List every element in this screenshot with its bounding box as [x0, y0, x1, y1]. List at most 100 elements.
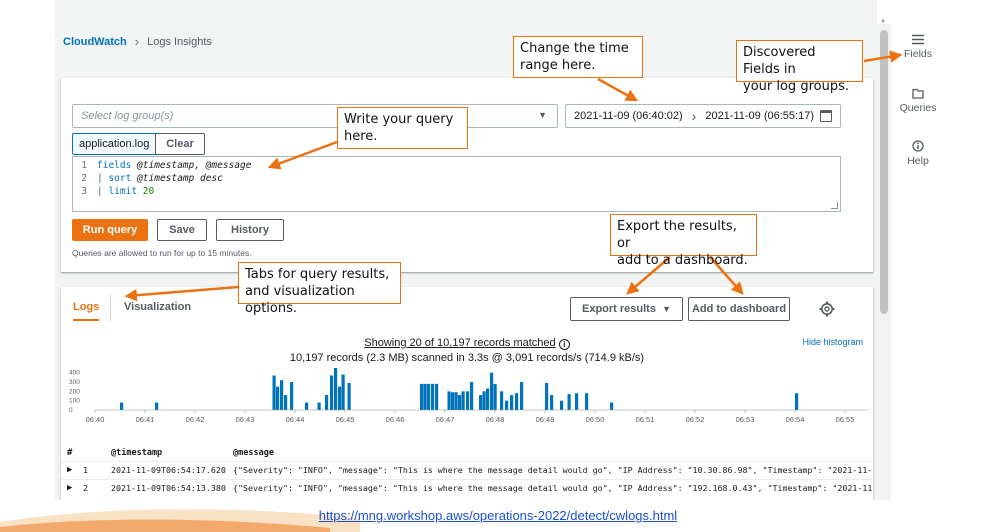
add-to-dashboard-button[interactable]: Add to dashboard — [688, 297, 790, 321]
breadcrumb-cloudwatch-link[interactable]: CloudWatch — [63, 35, 127, 48]
histogram-bar[interactable] — [305, 402, 309, 410]
histogram-bar[interactable] — [795, 393, 799, 410]
histogram-bar[interactable] — [330, 375, 334, 410]
histogram-bar[interactable] — [458, 395, 462, 410]
histogram-bar[interactable] — [486, 388, 490, 410]
histogram-bar[interactable] — [284, 395, 288, 410]
code-pipe: | — [97, 173, 109, 184]
scrollbar-thumb[interactable] — [880, 30, 888, 314]
caret-down-icon: ▼ — [538, 110, 547, 120]
results-panel: Logs Visualization Export results ▼ Add … — [61, 287, 873, 500]
sidebar-item-help[interactable]: Help — [898, 140, 938, 167]
history-button[interactable]: History — [216, 219, 284, 241]
histogram-bar[interactable] — [280, 380, 284, 410]
tab-visualization[interactable]: Visualization — [124, 301, 192, 313]
histogram-bar[interactable] — [427, 383, 431, 410]
run-query-button[interactable]: Run query — [72, 219, 148, 241]
clear-button[interactable]: Clear — [155, 133, 205, 155]
histogram-bar[interactable] — [325, 395, 329, 410]
histogram-bar[interactable] — [423, 383, 427, 410]
query-hint: Queries are allowed to run for up to 15 … — [72, 248, 252, 258]
tab-logs[interactable]: Logs — [73, 301, 100, 321]
x-tick-label: 06:49 — [536, 415, 555, 424]
code-rest: 20 — [137, 186, 155, 197]
x-tick-label: 06:53 — [736, 415, 755, 424]
expand-row-icon[interactable]: ▶ — [67, 465, 73, 475]
column-header-message[interactable]: @message — [233, 448, 274, 458]
export-results-button[interactable]: Export results ▼ — [570, 297, 683, 321]
histogram-bar[interactable] — [479, 395, 483, 410]
y-tick-label: 400 — [69, 370, 80, 377]
x-tick-label: 06:51 — [636, 415, 655, 424]
histogram-bar[interactable] — [155, 402, 159, 410]
table-row[interactable]: ▶ 1 2021-11-09T06:54:17.620 {"Severity":… — [61, 461, 873, 479]
calendar-icon[interactable] — [820, 110, 832, 122]
x-tick-label: 06:48 — [486, 415, 505, 424]
time-range-picker[interactable]: 2021-11-09 (06:40:02) › 2021-11-09 (06:5… — [565, 104, 841, 128]
callout-line: Export the results, or — [617, 219, 737, 251]
records-matched-text: Showing 20 of 10,197 records matched — [364, 337, 556, 349]
log-group-token-label: application.log — [79, 138, 150, 150]
sidebar-item-queries[interactable]: Queries — [898, 88, 938, 114]
row-timestamp: 2021-11-09T06:54:13.380 — [111, 483, 226, 493]
info-icon[interactable]: i — [558, 339, 570, 350]
histogram-bar[interactable] — [451, 392, 455, 410]
histogram-bar[interactable] — [461, 391, 465, 410]
callout-tabs: Tabs for query results, and visualizatio… — [238, 262, 401, 316]
workshop-url-link[interactable]: https://mng.workshop.aws/operations-2022… — [318, 508, 678, 523]
histogram-bar[interactable] — [610, 402, 614, 410]
histogram-bar[interactable] — [550, 395, 554, 410]
code-pipe: | — [97, 186, 109, 197]
histogram-bar[interactable] — [490, 372, 494, 410]
histogram-bar[interactable] — [510, 395, 514, 410]
callout-line: and visualization options. — [245, 284, 355, 316]
histogram-bar[interactable] — [466, 391, 470, 410]
histogram-bar[interactable] — [470, 382, 474, 410]
histogram-bar[interactable] — [505, 400, 509, 410]
histogram-bar[interactable] — [560, 400, 564, 410]
histogram-bar[interactable] — [454, 392, 458, 410]
histogram-bar[interactable] — [435, 383, 439, 410]
histogram-bar[interactable] — [276, 386, 280, 410]
histogram-bar[interactable] — [317, 402, 321, 410]
histogram-bar[interactable] — [272, 375, 276, 410]
column-header-timestamp[interactable]: @timestamp — [111, 448, 163, 458]
histogram-bar[interactable] — [447, 391, 451, 410]
histogram-bar[interactable] — [347, 382, 351, 410]
sidebar-item-fields[interactable]: Fields — [898, 34, 938, 60]
histogram-bar[interactable] — [341, 374, 345, 410]
hide-histogram-link[interactable]: Hide histogram — [802, 337, 863, 347]
histogram-bar[interactable] — [334, 368, 338, 410]
histogram-bar[interactable] — [493, 383, 497, 410]
histogram-bar[interactable] — [338, 386, 342, 410]
histogram-bar[interactable] — [500, 391, 504, 410]
histogram-chart: 0 100 200 300 400 06:40 06:41 06:42 06:43 06:44 0… — [69, 368, 869, 424]
histogram-bar[interactable] — [290, 382, 294, 410]
callout-fields: Discovered Fields in your log groups. — [736, 40, 863, 94]
query-editor[interactable]: 1 fields @timestamp, @message 2 | sort @… — [72, 156, 841, 212]
log-group-select[interactable]: Select log group(s) ▼ — [72, 104, 558, 128]
histogram-bar[interactable] — [431, 383, 435, 410]
histogram-bar[interactable] — [567, 394, 571, 410]
histogram-bar[interactable] — [575, 393, 579, 410]
histogram-bar[interactable] — [482, 391, 486, 410]
y-tick-label: 300 — [69, 379, 80, 386]
resize-handle-icon[interactable] — [831, 202, 838, 209]
row-number: 2 — [83, 483, 88, 493]
code-rest: @timestamp desc — [131, 173, 223, 184]
histogram-bar[interactable] — [120, 402, 124, 410]
save-button[interactable]: Save — [157, 219, 207, 241]
gear-icon[interactable] — [819, 301, 835, 317]
code-line: 1 fields @timestamp, @message — [73, 160, 251, 172]
histogram-bar[interactable] — [515, 393, 519, 410]
y-tick-label: 0 — [69, 407, 73, 414]
x-tick-label: 06:40 — [86, 415, 105, 424]
histogram-bar[interactable] — [420, 383, 424, 410]
scroll-up-icon[interactable]: ▲ — [880, 18, 886, 24]
histogram-bar[interactable] — [545, 382, 549, 410]
histogram-bar[interactable] — [585, 393, 589, 410]
expand-row-icon[interactable]: ▶ — [67, 483, 73, 493]
table-row[interactable]: ▶ 2 2021-11-09T06:54:13.380 {"Severity":… — [61, 479, 873, 497]
histogram-bar[interactable] — [520, 382, 524, 410]
chevron-right-icon: › — [691, 108, 697, 124]
